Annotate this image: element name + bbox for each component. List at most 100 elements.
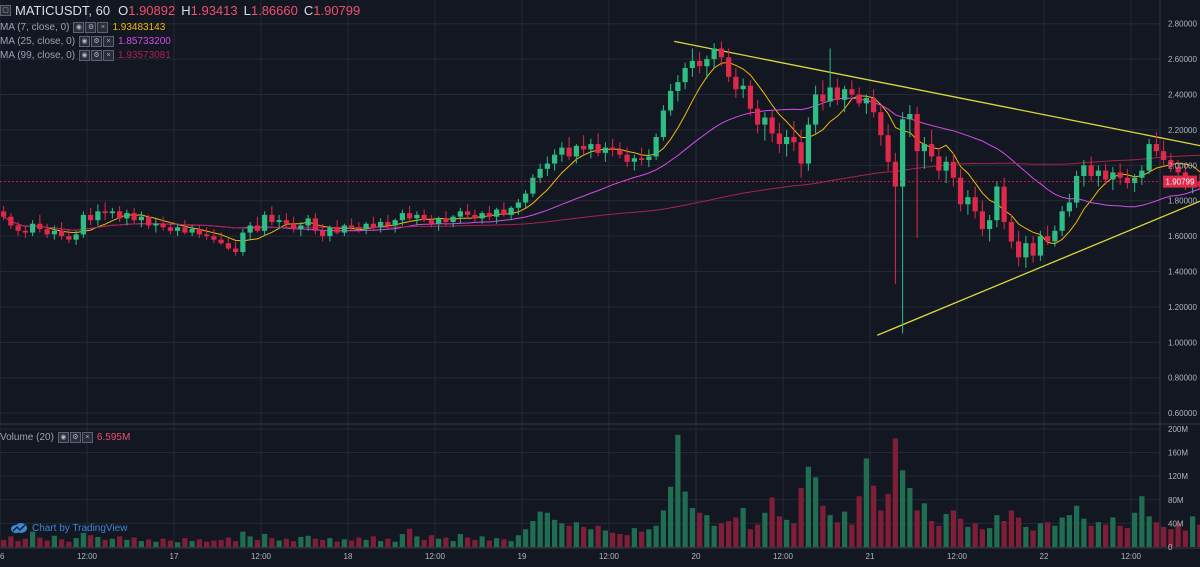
- eye-icon[interactable]: ◉: [57, 432, 69, 443]
- volume-bar: [167, 540, 173, 547]
- volume-name: Volume (20): [0, 432, 54, 443]
- candle-body: [660, 110, 666, 137]
- volume-bar: [88, 535, 94, 547]
- volume-tick-label: 200M: [1168, 425, 1188, 434]
- ma99-value: 1.93573081: [118, 50, 171, 61]
- volume-bar: [602, 530, 608, 547]
- ma99-legend[interactable]: MA (99, close, 0) ◉ ⚙ × 1.93573081: [0, 50, 171, 61]
- candle-body: [798, 142, 804, 164]
- volume-bar: [269, 538, 275, 547]
- volume-bar: [1110, 517, 1116, 547]
- volume-bar: [189, 541, 195, 547]
- volume-bar: [175, 542, 181, 547]
- volume-bar: [595, 525, 601, 547]
- candle-body: [1139, 170, 1145, 178]
- candle-body: [1023, 243, 1029, 258]
- candle-body: [189, 229, 195, 233]
- volume-bar: [573, 522, 579, 547]
- volume-bar: [138, 541, 144, 547]
- volume-bar: [907, 487, 913, 547]
- candle-body: [711, 48, 717, 60]
- volume-bar: [131, 537, 137, 547]
- close-icon[interactable]: ×: [103, 50, 115, 61]
- ma25-controls[interactable]: ◉ ⚙ ×: [79, 36, 115, 47]
- ma7-controls[interactable]: ◉ ⚙ ×: [73, 22, 109, 33]
- candle-body: [59, 230, 65, 237]
- ma7-name: MA (7, close, 0): [0, 22, 70, 33]
- volume-bar: [1001, 521, 1007, 547]
- candle-body: [784, 136, 790, 145]
- candle-body: [233, 248, 239, 253]
- price-tick-label: 2.80000: [1168, 20, 1197, 29]
- close-icon[interactable]: ×: [97, 22, 109, 33]
- eye-icon[interactable]: ◉: [73, 22, 85, 33]
- tradingview-watermark[interactable]: Chart by TradingView: [10, 522, 127, 534]
- volume-bar: [327, 538, 333, 547]
- volume-bar: [559, 523, 565, 547]
- settings-icon[interactable]: ⚙: [69, 432, 81, 443]
- price-tick-label: 1.20000: [1168, 303, 1197, 312]
- volume-tick-label: 0: [1168, 543, 1173, 552]
- candle-body: [262, 214, 268, 231]
- candle-body: [929, 144, 935, 157]
- volume-bar: [1023, 526, 1029, 547]
- volume-bar: [1095, 522, 1101, 547]
- close-icon[interactable]: ×: [81, 432, 93, 443]
- candle-body: [378, 221, 384, 228]
- collapse-icon[interactable]: ▢: [0, 5, 11, 16]
- candle-body: [508, 207, 514, 215]
- volume-bar: [958, 518, 964, 547]
- time-tick-label: 20: [692, 552, 701, 561]
- volume-bar: [254, 539, 260, 547]
- candle-body: [972, 197, 978, 212]
- candle-body: [878, 112, 884, 136]
- volume-bar: [1052, 525, 1058, 547]
- candle-body: [138, 216, 144, 221]
- candle-body: [218, 239, 224, 244]
- candle-body: [80, 214, 86, 235]
- close-icon[interactable]: ×: [103, 36, 115, 47]
- candle-body: [501, 209, 507, 215]
- eye-icon[interactable]: ◉: [79, 50, 91, 61]
- volume-bar: [59, 539, 65, 547]
- candle-body: [1030, 243, 1036, 256]
- volume-legend[interactable]: Volume (20) ◉ ⚙ × 6.595M: [0, 432, 130, 443]
- eye-icon[interactable]: ◉: [79, 36, 91, 47]
- volume-bar: [523, 529, 529, 547]
- candle-body: [950, 161, 956, 178]
- volume-bar: [349, 540, 355, 547]
- volume-bar: [479, 536, 485, 547]
- candle-body: [407, 213, 413, 219]
- candle-body: [1045, 236, 1051, 242]
- volume-bar: [124, 539, 130, 547]
- settings-icon[interactable]: ⚙: [91, 50, 103, 61]
- candle-body: [225, 243, 231, 249]
- volume-bar: [211, 540, 217, 547]
- candle-body: [1016, 241, 1022, 258]
- candle-body: [327, 227, 333, 237]
- price-tick-label: 1.80000: [1168, 197, 1197, 206]
- ma7-legend[interactable]: MA (7, close, 0) ◉ ⚙ × 1.93483143: [0, 22, 165, 33]
- volume-bar: [762, 512, 768, 547]
- candle-body: [871, 98, 877, 113]
- candle-body: [762, 117, 768, 125]
- volume-bar: [421, 539, 427, 547]
- trendline: [877, 200, 1200, 336]
- candle-body: [979, 211, 985, 230]
- volume-bar: [936, 525, 942, 547]
- settings-icon[interactable]: ⚙: [91, 36, 103, 47]
- volume-controls[interactable]: ◉ ⚙ ×: [57, 432, 93, 443]
- candle-body: [892, 161, 898, 187]
- time-tick-label: 12:00: [251, 552, 272, 561]
- volume-bar: [740, 508, 746, 547]
- volume-bar: [30, 531, 36, 547]
- volume-bar: [320, 539, 326, 547]
- volume-bar: [552, 519, 558, 547]
- ma99-controls[interactable]: ◉ ⚙ ×: [79, 50, 115, 61]
- settings-icon[interactable]: ⚙: [85, 22, 97, 33]
- candle-body: [675, 82, 681, 91]
- price-tick-label: 2.60000: [1168, 55, 1197, 64]
- ma25-legend[interactable]: MA (25, close, 0) ◉ ⚙ × 1.85733200: [0, 36, 171, 47]
